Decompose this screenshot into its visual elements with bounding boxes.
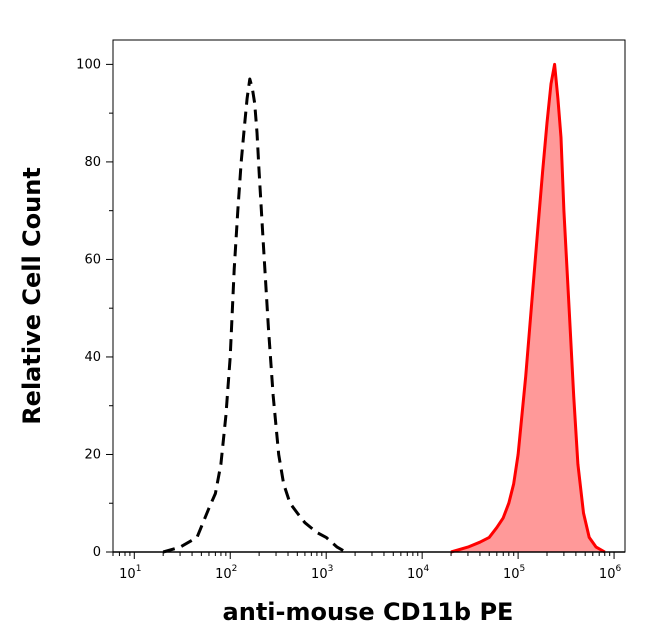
chart-axes: 101 102 103 104 105 106 0 20 40 60 80 100 [76,57,625,582]
y-tick-label: 0 [93,545,101,560]
y-tick-label: 40 [84,350,101,365]
x-tick-label: 104 [407,564,430,582]
x-tick-label: 101 [119,564,141,582]
x-tick-label: 106 [599,564,622,582]
x-axis-title: anti-mouse CD11b PE [223,598,514,626]
series-2-line [450,62,606,554]
series-1-line [162,77,347,554]
chart-marks [162,62,606,554]
y-axis-title: Relative Cell Count [18,167,46,425]
y-tick-label: 60 [84,252,101,267]
y-tick-label: 80 [84,155,101,170]
series-2-area [451,64,605,553]
y-tick-label: 20 [84,447,101,462]
x-tick-label: 103 [311,564,333,582]
x-tick-label: 102 [215,564,237,582]
y-tick-label: 100 [76,57,101,72]
x-tick-label: 105 [503,564,525,582]
